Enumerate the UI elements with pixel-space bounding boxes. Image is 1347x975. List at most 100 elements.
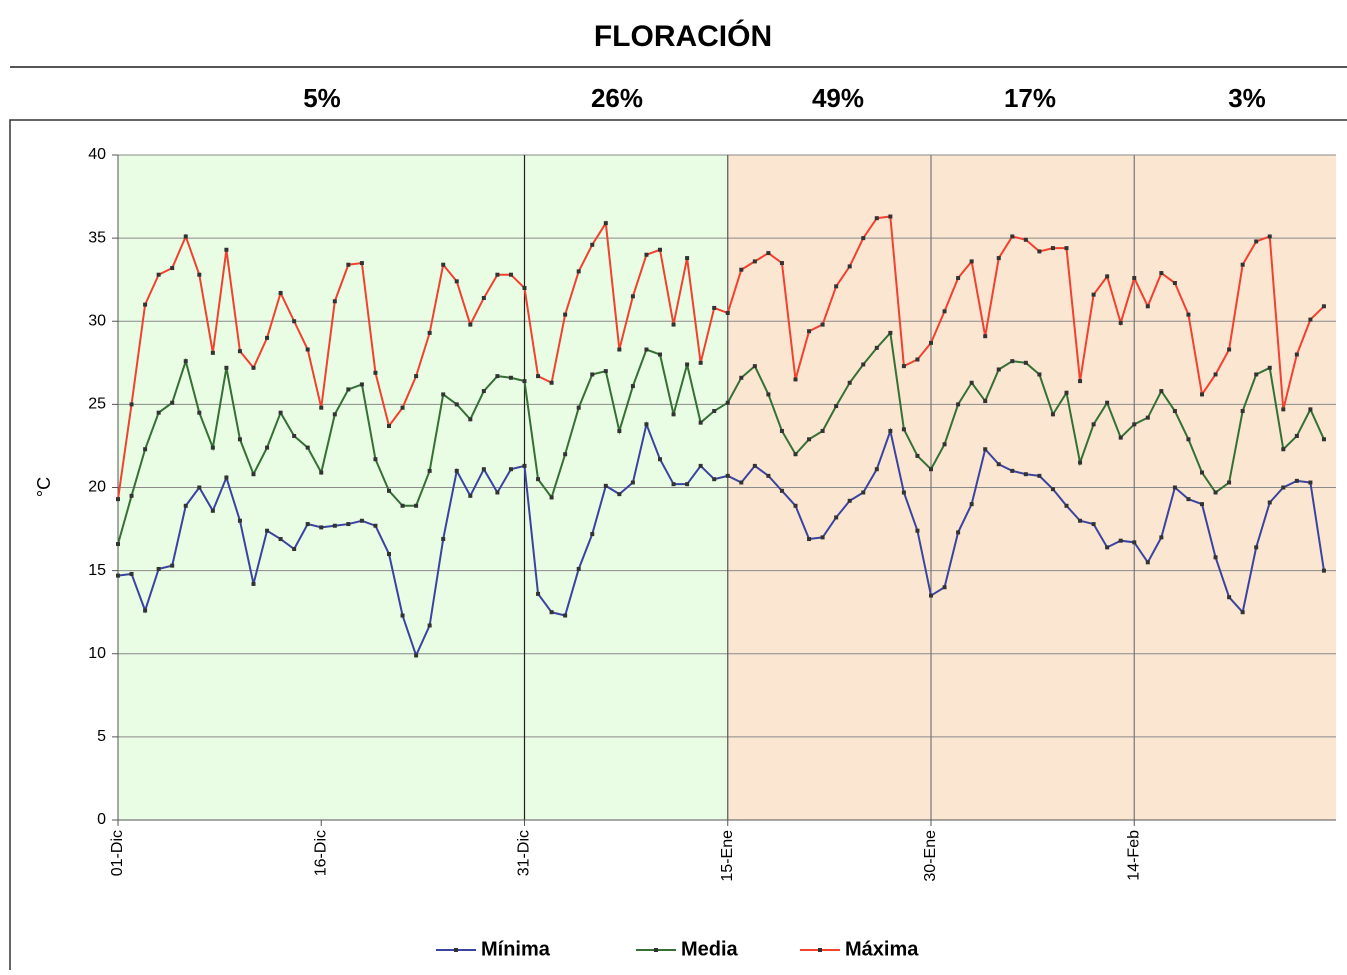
point-marker — [1227, 480, 1232, 485]
point-marker — [576, 269, 581, 274]
point-marker — [224, 475, 229, 480]
y-tick-label: 10 — [88, 645, 106, 662]
point-marker — [1267, 500, 1272, 505]
point-marker — [1186, 497, 1191, 502]
point-marker — [359, 518, 364, 523]
point-marker — [536, 477, 541, 482]
point-marker — [522, 463, 527, 468]
point-marker — [495, 272, 500, 277]
point-marker — [1308, 407, 1313, 412]
point-marker — [1267, 234, 1272, 239]
y-tick-label: 15 — [88, 562, 106, 579]
point-marker — [170, 563, 175, 568]
point-marker — [779, 428, 784, 433]
point-marker — [427, 468, 432, 473]
point-marker — [712, 409, 717, 414]
point-marker — [1227, 347, 1232, 352]
point-marker — [969, 259, 974, 264]
point-marker — [969, 502, 974, 507]
point-marker — [779, 488, 784, 493]
point-marker — [1172, 409, 1177, 414]
point-marker — [1172, 281, 1177, 286]
point-marker — [170, 266, 175, 271]
point-marker — [861, 490, 866, 495]
point-marker — [1213, 490, 1218, 495]
point-marker — [901, 427, 906, 432]
point-marker — [319, 470, 324, 475]
point-marker — [929, 593, 933, 598]
point-marker — [725, 400, 730, 405]
point-marker — [1091, 422, 1096, 427]
point-marker — [1267, 365, 1272, 370]
point-marker — [1050, 412, 1055, 417]
x-tick-label: 30-Ene — [922, 830, 939, 882]
point-marker — [536, 591, 541, 596]
point-marker — [441, 537, 446, 542]
point-marker — [658, 247, 662, 252]
point-marker — [1308, 480, 1313, 485]
point-marker — [116, 542, 120, 547]
point-marker — [197, 485, 202, 490]
legend-label: Máxima — [845, 938, 919, 960]
point-marker — [278, 410, 283, 415]
point-marker — [834, 404, 839, 409]
point-marker — [739, 267, 744, 272]
point-marker — [590, 242, 595, 247]
point-marker — [1227, 595, 1232, 600]
point-marker — [508, 272, 513, 277]
phase-percentage: 5% — [303, 83, 341, 113]
point-marker — [183, 359, 188, 364]
point-marker — [888, 428, 893, 433]
point-marker — [942, 309, 947, 314]
point-marker — [400, 613, 405, 618]
point-marker — [549, 380, 554, 385]
point-marker — [143, 302, 148, 307]
point-marker — [549, 610, 554, 615]
point-marker — [1240, 409, 1245, 414]
point-marker — [766, 251, 771, 256]
point-marker — [630, 384, 635, 389]
point-marker — [1213, 555, 1218, 560]
point-marker — [834, 284, 839, 289]
point-marker — [427, 623, 432, 628]
series-line — [117, 330, 1325, 545]
point-marker — [1037, 249, 1042, 254]
point-marker — [116, 497, 120, 502]
point-marker — [414, 653, 419, 658]
point-marker — [929, 467, 933, 472]
point-marker — [481, 389, 486, 394]
legend-marker — [818, 948, 822, 952]
point-marker — [265, 528, 270, 533]
point-marker — [1159, 535, 1164, 540]
point-marker — [1321, 568, 1326, 573]
point-marker — [522, 286, 527, 290]
point-marker — [495, 374, 500, 379]
point-marker — [956, 530, 961, 535]
point-marker — [387, 488, 391, 493]
point-marker — [468, 493, 473, 498]
point-marker — [387, 552, 391, 556]
point-marker — [332, 299, 337, 304]
point-marker — [766, 473, 771, 478]
x-tick-label: 01-Dic — [109, 830, 126, 876]
point-marker — [387, 423, 391, 428]
point-marker — [1118, 538, 1123, 543]
point-marker — [129, 493, 134, 498]
point-marker — [481, 467, 486, 472]
point-marker — [1091, 292, 1096, 297]
point-marker — [793, 452, 798, 457]
point-marker — [820, 428, 825, 433]
point-marker — [942, 442, 947, 447]
point-marker — [1172, 485, 1177, 490]
point-marker — [1105, 545, 1110, 550]
point-marker — [712, 305, 717, 310]
series-line — [117, 420, 1325, 659]
point-marker — [807, 537, 812, 542]
point-marker — [793, 377, 798, 382]
point-marker — [996, 462, 1001, 467]
point-marker — [346, 387, 351, 392]
y-tick-label: 20 — [88, 479, 106, 496]
point-marker — [658, 457, 662, 462]
point-marker — [807, 329, 812, 334]
